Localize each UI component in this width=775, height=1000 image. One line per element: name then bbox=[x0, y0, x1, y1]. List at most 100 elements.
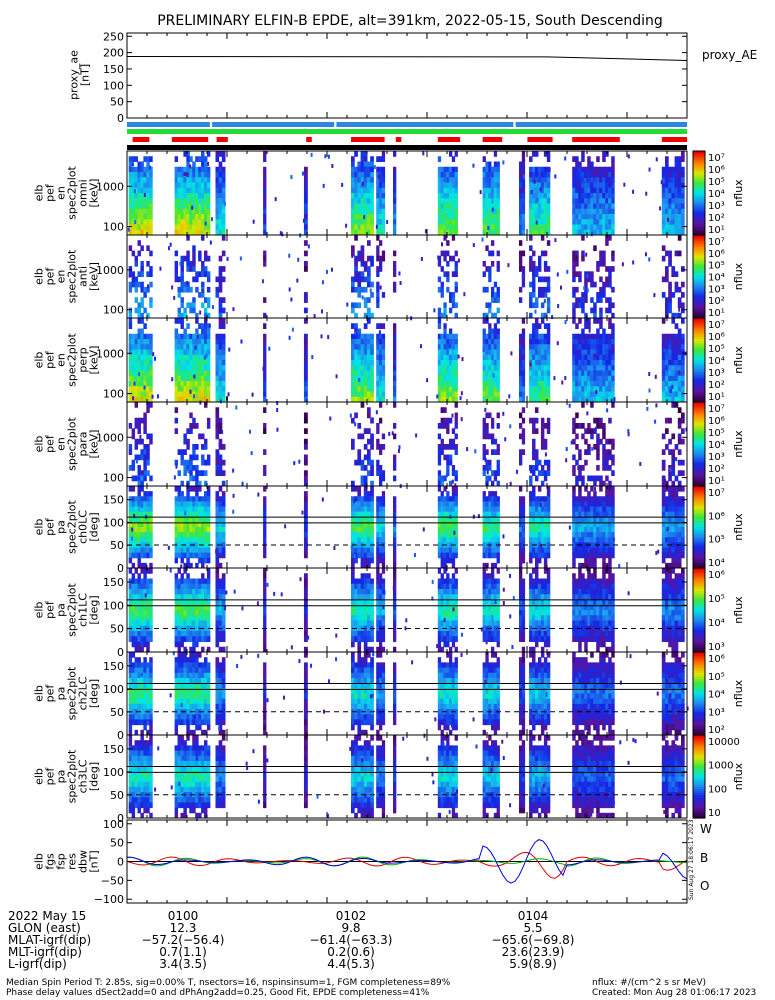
spectrogram-cell bbox=[532, 516, 536, 523]
spectrogram-cell bbox=[661, 245, 666, 252]
colorbar-segment bbox=[693, 416, 705, 420]
spectrogram-noise-pixel bbox=[386, 220, 389, 225]
spectrogram-cell bbox=[381, 381, 386, 387]
spectrogram-cell bbox=[393, 349, 397, 356]
spectrogram-cell bbox=[215, 423, 220, 429]
spectrogram-cell bbox=[537, 459, 542, 466]
spectrogram-cell bbox=[449, 417, 453, 424]
spectrogram-cell bbox=[674, 339, 679, 345]
spectrogram-cell bbox=[599, 370, 603, 377]
spectrogram-cell bbox=[608, 182, 612, 189]
spectrogram-cell bbox=[446, 428, 450, 434]
colorbar-segment bbox=[693, 347, 705, 351]
spectrogram-cell bbox=[128, 203, 133, 210]
spectrogram-cell bbox=[195, 354, 199, 361]
spectrogram-cell bbox=[143, 208, 147, 215]
spectrogram-cell bbox=[303, 365, 308, 371]
spectrogram-cell bbox=[360, 172, 365, 178]
spectrogram-cell bbox=[482, 516, 486, 523]
spectrogram-cell bbox=[363, 260, 368, 267]
spectrogram-cell bbox=[608, 276, 612, 283]
spectrogram-cell bbox=[206, 193, 211, 199]
spectrogram-cell bbox=[521, 193, 526, 199]
colorbar-segment bbox=[693, 151, 705, 154]
spectrogram-cell bbox=[303, 177, 308, 183]
spectrogram-cell bbox=[593, 312, 597, 319]
spectrogram-cell bbox=[605, 276, 609, 283]
spectrogram-cell bbox=[521, 381, 526, 387]
spectrogram-cell bbox=[540, 537, 545, 543]
spectrogram-cell bbox=[437, 449, 442, 455]
spectrogram-cell bbox=[537, 229, 542, 236]
spectrogram-cell bbox=[180, 302, 184, 309]
spectrogram-cell bbox=[584, 370, 588, 377]
spectrogram-noise-pixel bbox=[543, 299, 546, 304]
spectrogram-noise-pixel bbox=[449, 344, 452, 349]
spectrogram-cell bbox=[451, 292, 456, 298]
colorbar-segment bbox=[693, 163, 705, 167]
spectrogram-cell bbox=[581, 250, 585, 257]
spectrogram-cell bbox=[454, 386, 458, 392]
spectrogram-cell bbox=[263, 532, 267, 538]
spectrogram-cell bbox=[215, 365, 220, 371]
spectrogram-cell bbox=[215, 203, 220, 210]
red-status-bar bbox=[351, 137, 385, 142]
spectrogram-cell bbox=[140, 542, 144, 548]
spectrogram-noise-pixel bbox=[595, 390, 598, 395]
spectrogram-cell bbox=[192, 307, 196, 314]
spectrogram-cell bbox=[195, 312, 199, 319]
colorbar-segment bbox=[693, 253, 705, 257]
spectrogram-cell bbox=[381, 562, 386, 569]
spectrogram-cell bbox=[215, 177, 220, 183]
spectrogram-cell bbox=[393, 208, 397, 215]
spectrogram-cell bbox=[128, 156, 133, 162]
spectrogram-cell bbox=[354, 547, 358, 554]
spectrogram-cell bbox=[521, 375, 526, 382]
spectrogram-cell bbox=[575, 360, 579, 366]
spectrogram-cell bbox=[201, 506, 205, 513]
spectrogram-cell bbox=[677, 417, 682, 424]
spectrogram-cell bbox=[360, 557, 365, 564]
spectrogram-cell bbox=[449, 172, 453, 178]
spectrogram-cell bbox=[360, 166, 365, 173]
spectrogram-cell bbox=[206, 255, 211, 262]
spectrogram-cell bbox=[449, 370, 453, 377]
spectrogram-cell bbox=[140, 562, 144, 569]
spectrogram-cell bbox=[357, 286, 362, 293]
spectrogram-cell bbox=[482, 286, 486, 293]
spectrogram-cell bbox=[393, 219, 397, 225]
spectrogram-cell bbox=[581, 381, 585, 387]
spectrogram-cell bbox=[493, 521, 498, 528]
spectrogram-cell bbox=[146, 454, 150, 461]
spectrogram-cell bbox=[665, 203, 669, 210]
spectrogram-cell bbox=[376, 281, 380, 288]
spectrogram-cell bbox=[546, 328, 551, 335]
spectrogram-cell bbox=[206, 219, 211, 225]
spectrogram-cell bbox=[393, 271, 397, 277]
spectrogram-cell bbox=[215, 214, 220, 220]
spectrogram-cell bbox=[611, 193, 615, 199]
spectrogram-cell bbox=[128, 391, 133, 398]
spectrogram-cell bbox=[593, 302, 597, 309]
spectrogram-cell bbox=[593, 219, 597, 225]
spectrogram-cell bbox=[218, 307, 223, 314]
spectrogram-cell bbox=[357, 360, 362, 366]
spectrogram-cell bbox=[584, 339, 588, 345]
spectrogram-cell bbox=[351, 245, 355, 252]
spectrogram-cell bbox=[449, 516, 453, 523]
spectrogram-noise-pixel bbox=[654, 374, 657, 379]
spectrogram-cell bbox=[192, 349, 196, 356]
spectrogram-cell bbox=[201, 224, 205, 231]
spectrogram-cell bbox=[140, 344, 144, 350]
spectrogram-noise-pixel bbox=[391, 431, 394, 436]
colorbar-segment bbox=[693, 297, 705, 300]
spectrogram-cell bbox=[131, 465, 136, 471]
spectrogram-cell bbox=[681, 198, 685, 204]
spectrogram-cell bbox=[381, 501, 386, 507]
spectrogram-cell bbox=[521, 391, 526, 398]
spectrogram-cell bbox=[546, 302, 551, 309]
spectrogram-cell bbox=[218, 527, 223, 533]
spectrogram-cell bbox=[140, 286, 144, 293]
spectrogram-cell bbox=[128, 281, 133, 288]
spectrogram-cell bbox=[376, 255, 380, 262]
